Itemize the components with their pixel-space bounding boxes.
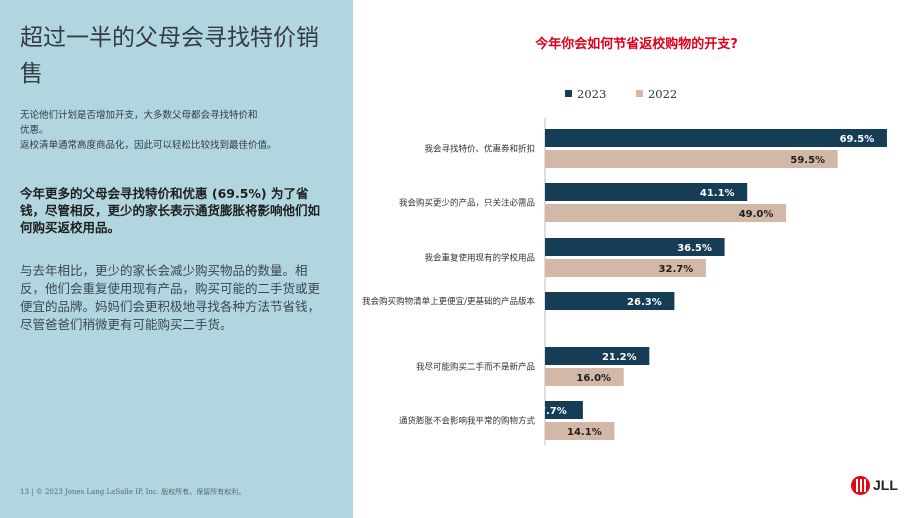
data-label-2023: 69.5%	[840, 134, 875, 145]
category-label: 我会购买购物清单上更便宜/更基础的产品版本	[362, 296, 535, 307]
data-label-2023: 41.1%	[700, 188, 735, 199]
category-label: 通货膨胀不会影响我平常的购物方式	[399, 416, 536, 427]
bar-2022	[545, 422, 615, 440]
chart-legend: 2023 2022	[565, 87, 703, 101]
body-text: 与去年相比，更少的家长会减少购买物品的数量。相反，他们会重复使用现有产品，购买可…	[20, 263, 321, 332]
data-label-2022: 14.1%	[567, 427, 602, 438]
data-label-2022: 32.7%	[659, 264, 694, 275]
intro-line: 无论他们计划是否增加开支，大多数父母都会寻找特价和	[20, 110, 258, 121]
jll-logo-icon	[851, 476, 870, 495]
legend-label-2023: 2023	[577, 87, 607, 101]
data-label-2023: 7.7%	[539, 406, 567, 417]
bar-2023	[545, 401, 583, 419]
category-label: 我会寻找特价、优惠券和折扣	[424, 144, 535, 155]
data-label-2023: 26.3%	[627, 297, 662, 308]
bar-2022	[545, 150, 838, 168]
bar-2022	[545, 259, 706, 277]
footer-copyright: 13 | © 2023 Jones Lang LaSalle IP, Inc. …	[20, 488, 246, 496]
category-label: 我会购买更少的产品，只关注必需品	[399, 198, 535, 209]
jll-logo: JLL	[851, 476, 911, 496]
data-label-2022: 16.0%	[576, 373, 611, 384]
chart-title: 今年你会如何节省返校购物的开支?	[535, 37, 738, 52]
bar-2023	[545, 129, 887, 147]
data-label-2023: 36.5%	[677, 243, 712, 254]
legend-item-2022: 2022	[635, 87, 678, 101]
intro-line: 优惠。	[20, 125, 49, 136]
page-title: 超过一半的父母会寻找特价销售	[20, 25, 319, 87]
legend-swatch-2023	[565, 90, 572, 97]
bar-chart: 我会寻找特价、优惠券和折扣 69.5% 59.5% 我会购买更少的产品，只关注必需品 4…	[362, 118, 887, 445]
legend-item-2023: 2023	[565, 87, 606, 101]
bar-2023	[545, 292, 675, 310]
category-label: 我会重复使用现有的学校用品	[424, 253, 535, 264]
bar-2023	[545, 183, 748, 201]
intro-text: 无论他们计划是否增加开支，大多数父母都会寻找特价和 优惠。 返校清单通常高度商品…	[20, 108, 340, 153]
bar-2022	[545, 368, 624, 386]
data-label-2023: 21.2%	[602, 352, 637, 363]
bar-2022	[545, 204, 787, 222]
legend-label-2022: 2022	[647, 87, 678, 101]
category-label: 我尽可能购买二手而不是新产品	[416, 362, 535, 373]
data-label-2022: 59.5%	[790, 155, 825, 166]
left-panel: 超过一半的父母会寻找特价销售 无论他们计划是否增加开支，大多数父母都会寻找特价和…	[0, 0, 353, 518]
bar-2023	[545, 238, 725, 256]
jll-logo-text: JLL	[873, 477, 898, 493]
intro-line: 返校清单通常高度商品化，因此可以轻松比较找到最佳价值。	[20, 140, 277, 151]
highlight-text: 今年更多的父母会寻找特价和优惠 (69.5%) 为了省钱，尽管相反，更少的家长表…	[20, 186, 321, 235]
legend-swatch-2022	[635, 90, 643, 97]
data-label-2022: 49.0%	[739, 209, 774, 220]
bar-2023	[545, 347, 650, 365]
